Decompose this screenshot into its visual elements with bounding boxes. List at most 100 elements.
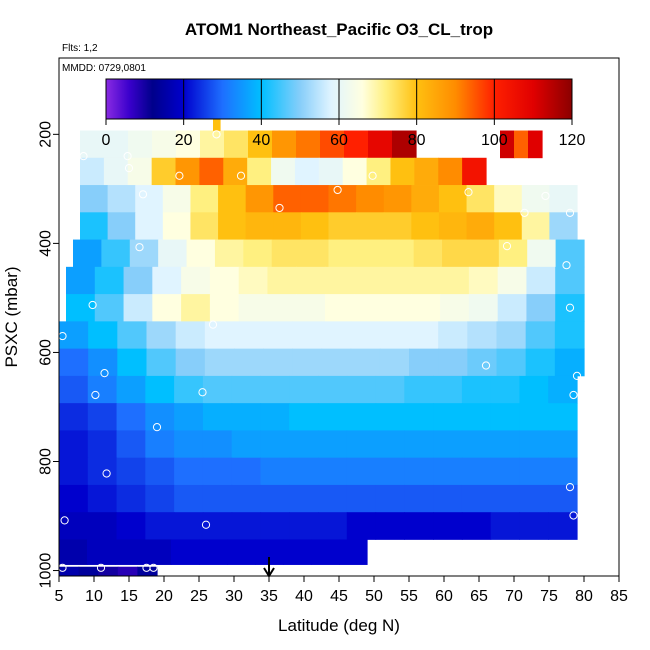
heatmap-cell xyxy=(186,239,216,268)
heatmap-cell xyxy=(263,348,293,377)
heatmap-cell xyxy=(404,375,434,404)
heatmap-cell xyxy=(116,512,146,540)
sample-point xyxy=(212,130,221,139)
x-tick-label: 50 xyxy=(365,588,383,605)
heatmap-cell xyxy=(490,484,521,513)
heatmap-cell xyxy=(117,321,148,350)
heatmap-cell xyxy=(344,130,369,159)
heatmap-cell xyxy=(461,430,492,459)
sample-point xyxy=(565,208,575,217)
x-tick-label: 35 xyxy=(260,588,278,605)
sample-point xyxy=(236,171,246,180)
heatmap-cell xyxy=(199,157,224,186)
heatmap-cell xyxy=(404,403,434,431)
heatmap-cell xyxy=(375,430,405,459)
heatmap-cell xyxy=(433,484,463,513)
heatmap-cell xyxy=(289,457,319,486)
sample-point xyxy=(88,300,97,310)
flights-label: Flts: 1,2 xyxy=(62,43,98,54)
heatmap-cell xyxy=(234,348,264,377)
y-tick-label: 800 xyxy=(38,448,55,475)
sample-point xyxy=(102,469,111,478)
sample-point xyxy=(275,203,284,213)
heatmap-cell xyxy=(555,266,585,295)
colorbar-tick-label: 20 xyxy=(175,132,193,149)
heatmap-cell xyxy=(433,375,463,404)
heatmap-cell xyxy=(116,375,146,404)
heatmap-cell xyxy=(116,403,146,431)
heatmap-cell xyxy=(115,539,144,565)
heatmap-cell xyxy=(433,430,463,459)
x-tick-label: 65 xyxy=(470,588,488,605)
heatmap-cell xyxy=(271,157,296,186)
heatmap-cell xyxy=(128,130,153,159)
heatmap-cell xyxy=(318,457,348,486)
heatmap-cell xyxy=(87,539,116,565)
heatmap-cell xyxy=(176,130,201,159)
heatmap-cell xyxy=(548,430,578,459)
heatmap-cell xyxy=(146,348,177,377)
heatmap-cell xyxy=(231,484,262,513)
heatmap-cell xyxy=(438,321,468,350)
heatmap-cell xyxy=(94,266,125,295)
heatmap-cell xyxy=(204,348,235,377)
heatmap-cell xyxy=(59,375,89,404)
heatmap-cell xyxy=(174,375,204,404)
sample-point xyxy=(572,371,582,380)
heatmap-cell xyxy=(468,266,499,295)
heatmap-cell xyxy=(273,212,302,240)
sample-point xyxy=(565,303,575,312)
sample-point xyxy=(481,361,491,370)
heatmap-cell xyxy=(267,294,297,322)
sample-point xyxy=(565,483,575,492)
heatmap-cells xyxy=(59,107,585,577)
sample-point xyxy=(138,190,148,199)
heatmap-cell xyxy=(320,130,345,159)
heatmap-cell xyxy=(127,157,153,186)
heatmap-cell xyxy=(145,403,175,431)
heatmap-cell xyxy=(379,348,410,377)
heatmap-cell xyxy=(514,130,529,159)
heatmap-cell xyxy=(379,321,410,350)
heatmap-cell xyxy=(59,348,89,377)
heatmap-cell xyxy=(548,457,578,486)
heatmap-cell xyxy=(404,512,434,540)
heatmap-cell xyxy=(490,512,521,540)
sample-point xyxy=(541,191,550,201)
heatmap-cell xyxy=(296,266,326,295)
heatmap-cell xyxy=(289,512,319,540)
heatmap-cell xyxy=(116,430,146,459)
heatmap-cell xyxy=(390,157,415,186)
heatmap-cell xyxy=(548,375,578,404)
heatmap-cell xyxy=(80,157,105,186)
x-tick-label: 70 xyxy=(505,588,523,605)
heatmap-cell xyxy=(521,185,550,213)
x-axis: 5 10 15 20 25 30 35 40 45 50 55 60 65 70 75 80 85 xyxy=(55,576,628,605)
x-tick-label: 75 xyxy=(540,588,558,605)
heatmap-cell xyxy=(300,185,330,213)
heatmap-cell xyxy=(143,539,172,565)
heatmap-cell xyxy=(375,457,405,486)
heatmap-cell xyxy=(59,566,80,577)
heatmap-cell xyxy=(368,130,393,159)
heatmap-cell xyxy=(498,239,528,268)
heatmap-cell xyxy=(356,239,386,268)
heatmap-cell xyxy=(519,375,549,404)
heatmap-cell xyxy=(238,294,269,322)
heatmap-cell xyxy=(260,512,290,540)
heatmap-cell xyxy=(350,321,381,350)
heatmap-cell xyxy=(318,484,348,513)
heatmap-cell xyxy=(117,348,148,377)
heatmap-cell xyxy=(342,157,368,186)
heatmap-cell xyxy=(87,484,118,513)
heatmap-cell xyxy=(231,512,262,540)
sample-point xyxy=(520,208,529,217)
sample-point xyxy=(60,516,69,525)
heatmap-cell xyxy=(146,321,177,350)
heatmap-cell xyxy=(519,457,549,486)
heatmap-cell xyxy=(339,539,368,565)
marker-head xyxy=(263,567,275,578)
sample-point xyxy=(530,161,540,171)
heatmap-cell xyxy=(442,239,472,268)
heatmap-cell xyxy=(525,348,556,377)
